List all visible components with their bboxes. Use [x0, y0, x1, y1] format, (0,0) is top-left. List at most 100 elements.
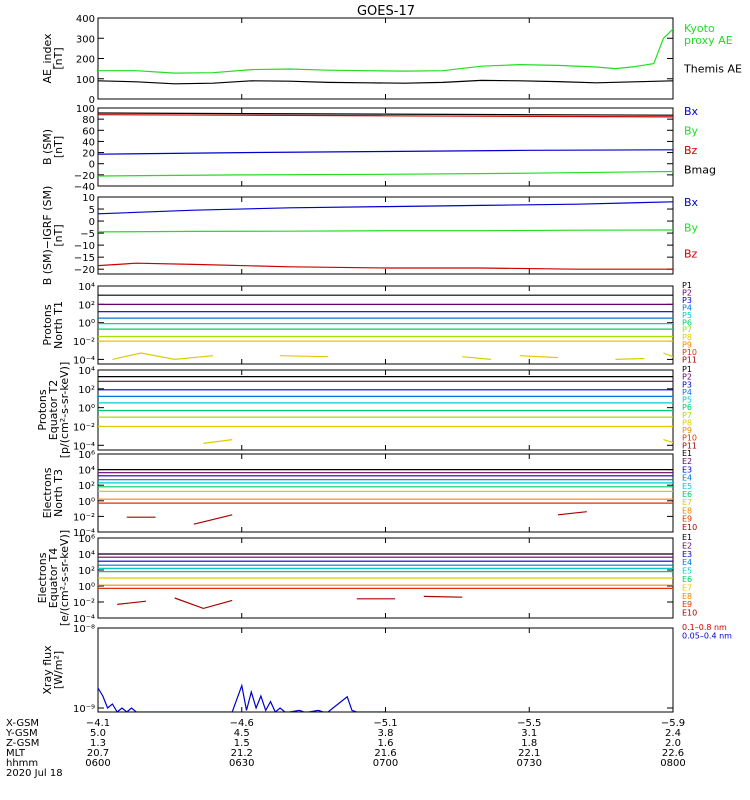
- legend-entry: P3: [682, 380, 692, 389]
- y-tick-label: 100: [76, 75, 95, 86]
- series-bx: [98, 149, 673, 155]
- data-fragment: [663, 439, 673, 444]
- y-tick-label: 10⁻⁴: [73, 614, 95, 625]
- legend-entry: P11: [682, 441, 697, 450]
- legend-entry: 0.1–0.8 nm: [682, 623, 727, 632]
- x-row-value: −4.1: [86, 718, 110, 729]
- y-tick-label: 10: [82, 193, 95, 204]
- y-tick-label: −40: [74, 182, 95, 193]
- x-row-value: 2.0: [665, 738, 681, 749]
- x-row-value: 0630: [229, 758, 254, 769]
- y-tick-label: −20: [74, 171, 95, 182]
- x-row-value: 1.8: [521, 738, 537, 749]
- y-tick-label: 10⁻²: [73, 337, 95, 348]
- x-row-value: 4.5: [234, 728, 250, 739]
- y-tick-label: 10⁻²: [73, 598, 95, 609]
- y-tick-label: 10⁻²: [73, 422, 95, 433]
- legend-entry: P5: [682, 396, 692, 405]
- legend-entry: Themis AE: [683, 63, 742, 76]
- date-label: 2020 Jul 18: [6, 768, 63, 779]
- panel-frame: [97, 17, 674, 100]
- legend-entry: P6: [682, 403, 692, 412]
- y-tick-label: 80: [82, 115, 95, 126]
- data-fragment: [280, 355, 329, 358]
- x-row-label: X-GSM: [6, 718, 39, 729]
- legend-entry: Bmag: [684, 163, 716, 176]
- x-row-value: −5.5: [517, 718, 541, 729]
- x-row-value: 0800: [660, 758, 685, 769]
- y-tick-label: 5: [89, 205, 95, 216]
- y-tick-label: 10²: [78, 566, 95, 577]
- y-tick-label: 10⁴: [78, 366, 95, 377]
- panel-series: [98, 553, 673, 610]
- data-fragment: [174, 355, 214, 360]
- y-tick-label: −10: [74, 241, 95, 252]
- x-row-value: 3.8: [378, 728, 394, 739]
- legend-entry: P9: [682, 426, 692, 435]
- legend-entry: By: [684, 124, 699, 137]
- x-row-value: 21.6: [374, 748, 396, 759]
- y-tick-label: 10⁻⁴: [73, 528, 95, 539]
- y-tick-label: 20: [82, 149, 95, 160]
- legend-entry: E7: [682, 583, 692, 592]
- panel-frame: [97, 453, 674, 533]
- legend-entry: E2: [682, 457, 692, 466]
- data-fragment: [663, 352, 673, 358]
- legend-entry: E8: [682, 506, 692, 515]
- data-fragment: [423, 595, 463, 598]
- data-fragment: [112, 352, 175, 360]
- legend-entry: E10: [682, 609, 697, 618]
- panel-series: [98, 469, 673, 525]
- panel-frame: [97, 285, 674, 365]
- data-fragment: [193, 514, 233, 525]
- legend-entry: E9: [682, 515, 692, 524]
- y-tick-label: −5: [80, 229, 95, 240]
- y-tick-label: 10⁻⁸: [73, 624, 95, 635]
- y-tick-label: 100: [76, 104, 95, 115]
- y-tick-label: 40: [82, 137, 95, 148]
- series-bx: [98, 201, 673, 215]
- x-row-value: 22.1: [518, 748, 540, 759]
- legend-entry: E3: [682, 465, 692, 474]
- legend-entry: E1: [682, 533, 692, 542]
- series-by: [98, 229, 673, 233]
- y-axis-label: AE_index[nT]: [41, 33, 65, 84]
- y-axis-label: B (SM)−IGRF (SM)[nT]: [41, 186, 65, 286]
- panel-1: 0 100 200 300 400 AE_index[nT] Kyoto proxy AE Th…: [41, 14, 742, 106]
- legend-entry: P1: [682, 365, 692, 374]
- data-fragment: [615, 357, 645, 360]
- panel-frame: [97, 196, 674, 275]
- legend-entry: E8: [682, 592, 692, 601]
- legend-entry: E4: [682, 474, 692, 483]
- legend-entry: Bz: [684, 144, 698, 157]
- legend-entry: P1: [682, 281, 692, 290]
- legend-entry: E5: [682, 567, 692, 576]
- legend-entry: By: [684, 222, 699, 235]
- y-tick-label: 10⁻²: [73, 512, 95, 523]
- y-tick-label: 10²: [78, 481, 95, 492]
- legend-entry: Kyoto proxy AE: [684, 22, 733, 47]
- series-bz: [98, 114, 673, 118]
- legend-entry: P8: [682, 333, 692, 342]
- y-tick-label: 10²: [78, 300, 95, 311]
- y-axis-label: Xray flux[W/m²]: [41, 645, 65, 695]
- x-row-label: Y-GSM: [5, 728, 38, 739]
- x-row-value: 20.7: [87, 748, 109, 759]
- legend-entry: P9: [682, 341, 692, 350]
- y-tick-label: 300: [76, 34, 95, 45]
- y-tick-label: 10⁻⁴: [73, 441, 95, 452]
- x-row-value: 0700: [373, 758, 398, 769]
- y-tick-label: 10⁰: [78, 319, 95, 330]
- legend-entry: E6: [682, 575, 692, 584]
- x-row-value: 1.5: [234, 738, 250, 749]
- legend-entry: E5: [682, 482, 692, 491]
- legend-entry: E4: [682, 558, 692, 567]
- y-axis-label: B (SM)[nT]: [41, 129, 65, 165]
- x-row-value: −4.6: [230, 718, 254, 729]
- x-row-value: 22.6: [662, 748, 684, 759]
- legend-entry: P5: [682, 311, 692, 320]
- x-row-label: hhmm: [6, 758, 38, 769]
